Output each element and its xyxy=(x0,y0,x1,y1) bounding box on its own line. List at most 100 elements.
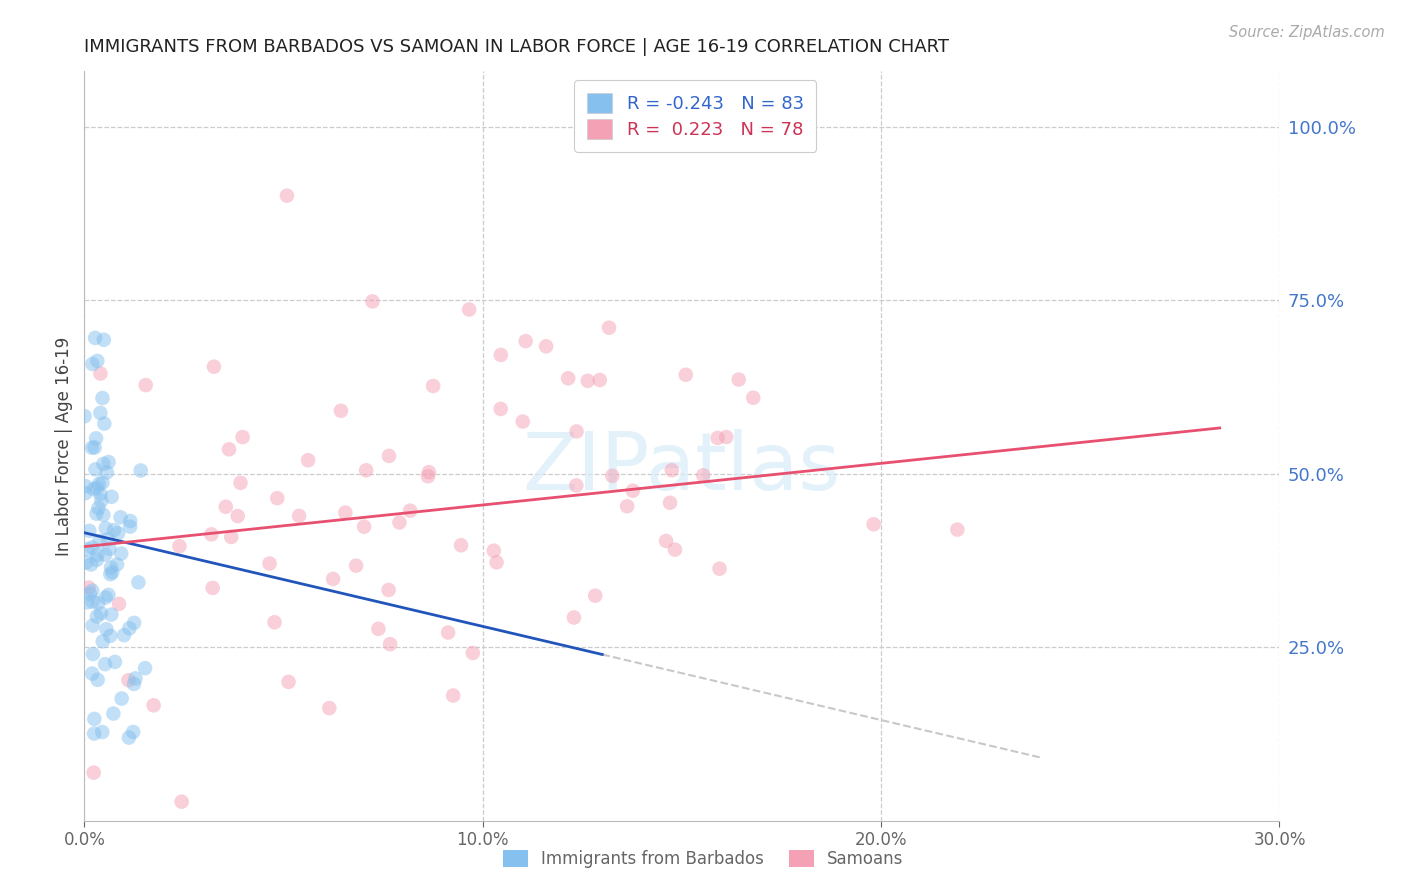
Point xyxy=(557,371,579,385)
Point xyxy=(215,500,238,514)
Point xyxy=(80,541,103,555)
Point xyxy=(263,615,285,630)
Point xyxy=(96,622,118,636)
Point xyxy=(378,637,401,651)
Point xyxy=(354,463,377,477)
Point xyxy=(100,607,122,622)
Text: Source: ZipAtlas.com: Source: ZipAtlas.com xyxy=(1229,25,1385,40)
Point xyxy=(437,625,460,640)
Point xyxy=(277,674,299,689)
Point xyxy=(75,479,97,493)
Point xyxy=(77,581,100,595)
Point xyxy=(87,477,110,491)
Point xyxy=(229,475,252,490)
Point xyxy=(170,795,193,809)
Legend: R = -0.243   N = 83, R =  0.223   N = 78: R = -0.243 N = 83, R = 0.223 N = 78 xyxy=(574,80,817,152)
Point xyxy=(84,331,107,345)
Point xyxy=(201,581,224,595)
Point xyxy=(489,401,512,416)
Point xyxy=(82,583,104,598)
Point xyxy=(122,615,145,630)
Point xyxy=(489,348,512,362)
Point xyxy=(96,466,118,480)
Point xyxy=(75,486,97,500)
Point xyxy=(142,698,165,713)
Point xyxy=(86,507,108,521)
Point xyxy=(450,538,472,552)
Point xyxy=(135,378,157,392)
Point xyxy=(621,483,644,498)
Point xyxy=(441,689,464,703)
Point xyxy=(83,712,105,726)
Point xyxy=(361,294,384,309)
Point xyxy=(89,406,111,420)
Point xyxy=(87,501,110,516)
Point xyxy=(219,530,242,544)
Point xyxy=(112,628,135,642)
Point xyxy=(103,523,125,537)
Point xyxy=(297,453,319,467)
Point xyxy=(86,481,108,495)
Point xyxy=(388,516,411,530)
Point xyxy=(706,431,728,445)
Point xyxy=(367,622,389,636)
Point xyxy=(82,618,104,632)
Point xyxy=(76,542,98,557)
Point xyxy=(134,661,156,675)
Point xyxy=(946,523,969,537)
Point xyxy=(583,589,606,603)
Point xyxy=(692,468,714,483)
Point xyxy=(716,430,738,444)
Point xyxy=(276,188,298,202)
Point xyxy=(600,468,623,483)
Point xyxy=(565,425,588,439)
Point xyxy=(97,455,120,469)
Point xyxy=(202,359,225,374)
Point xyxy=(89,487,111,501)
Point xyxy=(89,367,111,381)
Point xyxy=(353,519,375,533)
Point xyxy=(86,673,108,687)
Point xyxy=(534,339,557,353)
Point xyxy=(98,567,121,582)
Point xyxy=(461,646,484,660)
Point xyxy=(79,524,101,538)
Point xyxy=(91,391,114,405)
Point xyxy=(98,629,121,643)
Point xyxy=(218,442,240,457)
Point xyxy=(675,368,697,382)
Point xyxy=(122,677,145,691)
Point xyxy=(565,478,588,492)
Point xyxy=(482,543,505,558)
Point xyxy=(75,556,97,570)
Legend: Immigrants from Barbados, Samoans: Immigrants from Barbados, Samoans xyxy=(496,843,910,875)
Point xyxy=(664,542,686,557)
Point xyxy=(862,517,884,532)
Point xyxy=(82,594,104,608)
Point xyxy=(80,558,103,572)
Point xyxy=(94,591,117,605)
Text: IMMIGRANTS FROM BARBADOS VS SAMOAN IN LABOR FORCE | AGE 16-19 CORRELATION CHART: IMMIGRANTS FROM BARBADOS VS SAMOAN IN LA… xyxy=(84,38,949,56)
Point xyxy=(232,430,254,444)
Point xyxy=(378,449,401,463)
Point xyxy=(104,655,127,669)
Point xyxy=(110,510,132,524)
Point xyxy=(97,533,120,547)
Point xyxy=(105,558,128,572)
Point xyxy=(266,491,288,505)
Y-axis label: In Labor Force | Age 16-19: In Labor Force | Age 16-19 xyxy=(55,336,73,556)
Point xyxy=(422,379,444,393)
Point xyxy=(80,441,103,455)
Point xyxy=(82,357,104,371)
Point xyxy=(98,541,121,556)
Point xyxy=(100,490,122,504)
Point xyxy=(83,441,105,455)
Point xyxy=(512,415,534,429)
Point xyxy=(655,533,678,548)
Point xyxy=(124,672,146,686)
Point xyxy=(93,457,115,471)
Point xyxy=(83,726,105,740)
Point xyxy=(90,607,112,621)
Point xyxy=(226,509,249,524)
Point xyxy=(79,587,101,601)
